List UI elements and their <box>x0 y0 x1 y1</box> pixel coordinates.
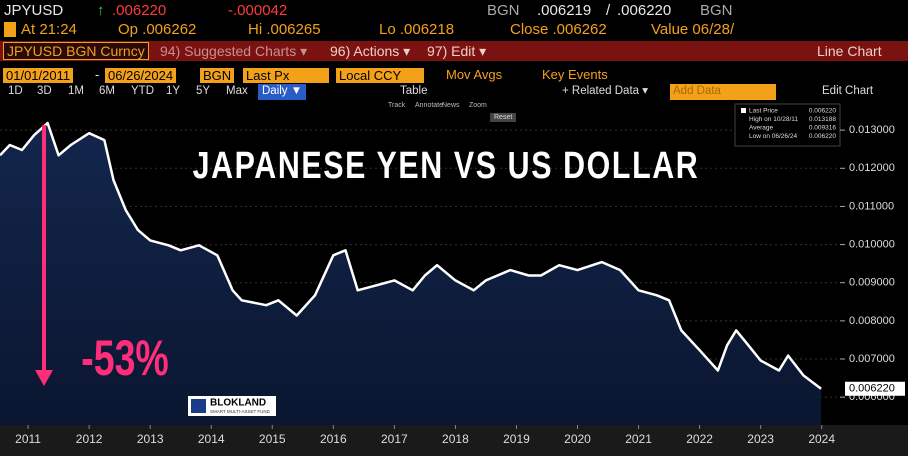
x-tick-label: 2023 <box>747 432 774 446</box>
y-tick-label: 0.007000 <box>849 353 895 365</box>
chart-type: Line Chart <box>817 43 882 59</box>
stat-label: Last Price <box>749 108 778 115</box>
x-tick-label: 2012 <box>76 432 103 446</box>
x-tick-label: 2024 <box>808 432 835 446</box>
currency[interactable]: Local CCY <box>336 68 424 83</box>
field[interactable]: Last Px <box>243 68 329 83</box>
x-tick-label: 2020 <box>564 432 591 446</box>
low: Lo .006218 <box>379 21 455 38</box>
last-price-box <box>845 381 905 396</box>
range-button[interactable]: YTD <box>131 85 154 97</box>
x-tick-label: 2021 <box>625 432 652 446</box>
range-button[interactable]: 1M <box>68 85 84 97</box>
stat-value: 0.006220 <box>809 108 836 115</box>
ask: .006220 <box>617 2 672 19</box>
checkbox-label[interactable]: Key Events <box>542 67 608 82</box>
y-tick-label: 0.008000 <box>849 315 895 327</box>
menu-item[interactable]: 97) Edit ▾ <box>427 43 487 59</box>
chart-tool[interactable]: Track <box>388 102 406 109</box>
slash: / <box>606 2 611 19</box>
x-tick-label: 2022 <box>686 432 713 446</box>
menu-bar <box>0 41 908 61</box>
range-button[interactable]: 5Y <box>196 85 211 97</box>
area-fill <box>0 123 822 425</box>
x-axis-band <box>0 425 908 456</box>
logo: BLOKLAND <box>210 398 266 409</box>
source: BGN <box>487 2 520 19</box>
chart-tool[interactable]: Zoom <box>469 102 487 109</box>
stat-value: 0.013188 <box>809 116 836 123</box>
bid: .006219 <box>537 2 592 19</box>
checkbox-label[interactable]: Mov Avgs <box>446 67 503 82</box>
y-tick-label: 0.013000 <box>849 124 895 136</box>
legend-swatch <box>741 108 746 113</box>
end-date[interactable]: 06/26/2024 <box>105 68 177 83</box>
x-tick-label: 2019 <box>503 432 530 446</box>
x-tick-label: 2016 <box>320 432 347 446</box>
legend-box <box>734 103 841 147</box>
net-change: -.000042 <box>228 2 288 19</box>
range-button[interactable]: 6M <box>99 85 115 97</box>
reset-button[interactable]: Reset <box>490 113 517 122</box>
button[interactable]: Table <box>400 85 428 97</box>
price-line <box>0 121 822 390</box>
source-field[interactable]: BGN <box>200 68 235 83</box>
last-price: .006220 <box>112 2 167 19</box>
chart-tool[interactable]: Annotate <box>415 102 444 109</box>
value: Value 06/28/ <box>651 21 735 38</box>
button[interactable]: Edit Chart <box>822 85 874 97</box>
arrow-head <box>35 370 53 386</box>
button[interactable]: + Related Data ▾ <box>562 85 649 97</box>
range-button[interactable]: Max <box>226 85 248 97</box>
icon[interactable] <box>4 22 16 37</box>
menu-item[interactable]: 94) Suggested Charts ▾ <box>160 43 308 59</box>
start-date[interactable]: 01/01/2011 <box>3 68 74 83</box>
ticker: JPYUSD <box>4 2 64 19</box>
x-tick-label: 2018 <box>442 432 469 446</box>
x-tick-label: 2013 <box>137 432 164 446</box>
last-price-label: 0.006220 <box>849 383 895 395</box>
annotation: -53% <box>81 331 169 386</box>
close: Close .006262 <box>510 21 607 38</box>
high: Hi .006265 <box>248 21 321 38</box>
x-tick-label: 2017 <box>381 432 408 446</box>
time: At 21:24 <box>21 21 77 38</box>
add-data[interactable]: Add Data <box>670 84 776 100</box>
x-tick-label: 2015 <box>259 432 286 446</box>
logo-subtitle: SMART MULTI-ASSET FUND <box>210 409 271 414</box>
up-arrow: ↑ <box>97 2 105 19</box>
range-button[interactable]: 1Y <box>166 85 181 97</box>
logo-box <box>188 396 276 416</box>
y-tick-label: 0.010000 <box>849 238 895 250</box>
stat-value: 0.006220 <box>809 133 836 140</box>
logo-icon <box>191 399 206 413</box>
stat-label: Average <box>749 125 773 132</box>
x-tick-label: 2011 <box>15 432 41 446</box>
y-tick-label: 0.012000 <box>849 162 895 174</box>
source: BGN <box>700 2 733 19</box>
menu-item[interactable]: 96) Actions ▾ <box>330 43 411 59</box>
open: Op .006262 <box>118 21 197 38</box>
range-button[interactable]: 1D <box>8 85 23 97</box>
frequency[interactable]: Daily ▼ <box>258 84 307 100</box>
chart-tool[interactable]: News <box>442 102 460 109</box>
y-tick-label: 0.011000 <box>849 200 894 212</box>
dash: - <box>95 67 100 82</box>
range-button[interactable]: 3D <box>37 85 52 97</box>
stat-label: High on 10/28/11 <box>749 116 798 123</box>
legend-label: Last Price <box>780 94 785 97</box>
chart-title: JAPANESE YEN VS US DOLLAR <box>193 145 700 187</box>
stat-value: 0.009316 <box>809 125 836 132</box>
x-tick-label: 2014 <box>198 432 225 446</box>
y-tick-label: 0.009000 <box>849 277 895 289</box>
stat-label: Low on 06/26/24 <box>749 133 797 140</box>
security[interactable]: JPYUSD BGN Curncy <box>3 42 149 60</box>
